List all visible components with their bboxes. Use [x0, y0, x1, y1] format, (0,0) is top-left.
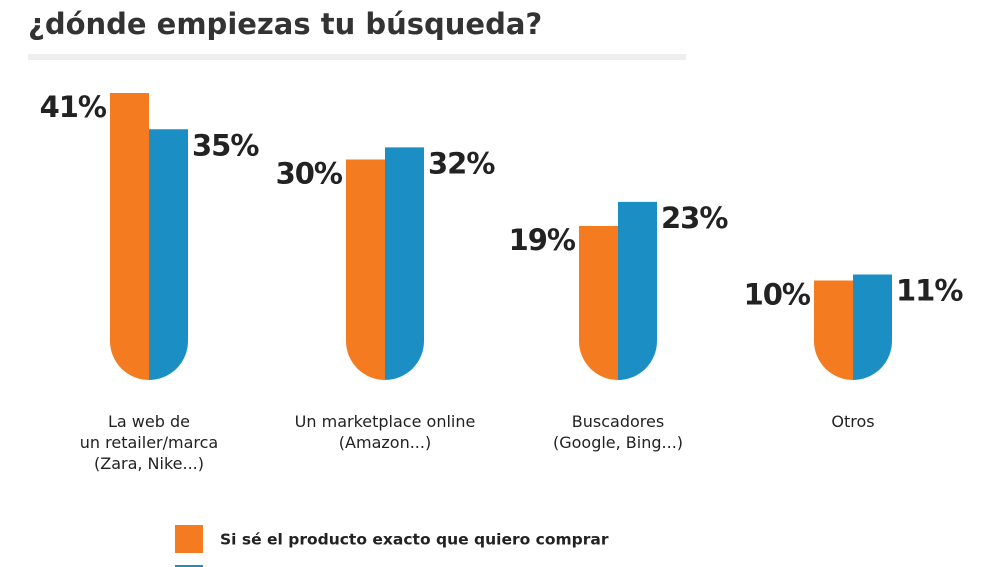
- category-label: Buscadores (Google, Bing...): [552, 412, 684, 452]
- bar: [149, 129, 188, 380]
- value-label: 32%: [428, 146, 495, 180]
- legend-label: Si sé el producto exacto que quiero comp…: [220, 531, 609, 549]
- bar: [853, 274, 892, 380]
- value-label: 30%: [276, 157, 343, 191]
- bar: [110, 92, 149, 380]
- value-label: 10%: [744, 278, 811, 312]
- value-label: 35%: [192, 128, 259, 162]
- value-label: 23%: [661, 201, 728, 235]
- title-rule: [28, 54, 686, 60]
- category-label: La web de un retailer/marca (Zara, Nike.…: [79, 412, 219, 473]
- value-label: 41%: [40, 90, 107, 124]
- bar: [579, 226, 618, 380]
- legend-swatch: [175, 525, 203, 553]
- legend-swatch: [175, 565, 203, 567]
- chart-title: ¿dónde empiezas tu búsqueda?: [28, 7, 542, 41]
- bar: [385, 147, 424, 380]
- bar: [814, 280, 853, 380]
- value-label: 19%: [509, 223, 576, 257]
- category-label: Un marketplace online (Amazon...): [294, 412, 476, 452]
- value-label: 11%: [896, 273, 963, 307]
- bar: [618, 201, 657, 380]
- bar: [346, 159, 385, 380]
- category-label: Otros: [831, 412, 875, 431]
